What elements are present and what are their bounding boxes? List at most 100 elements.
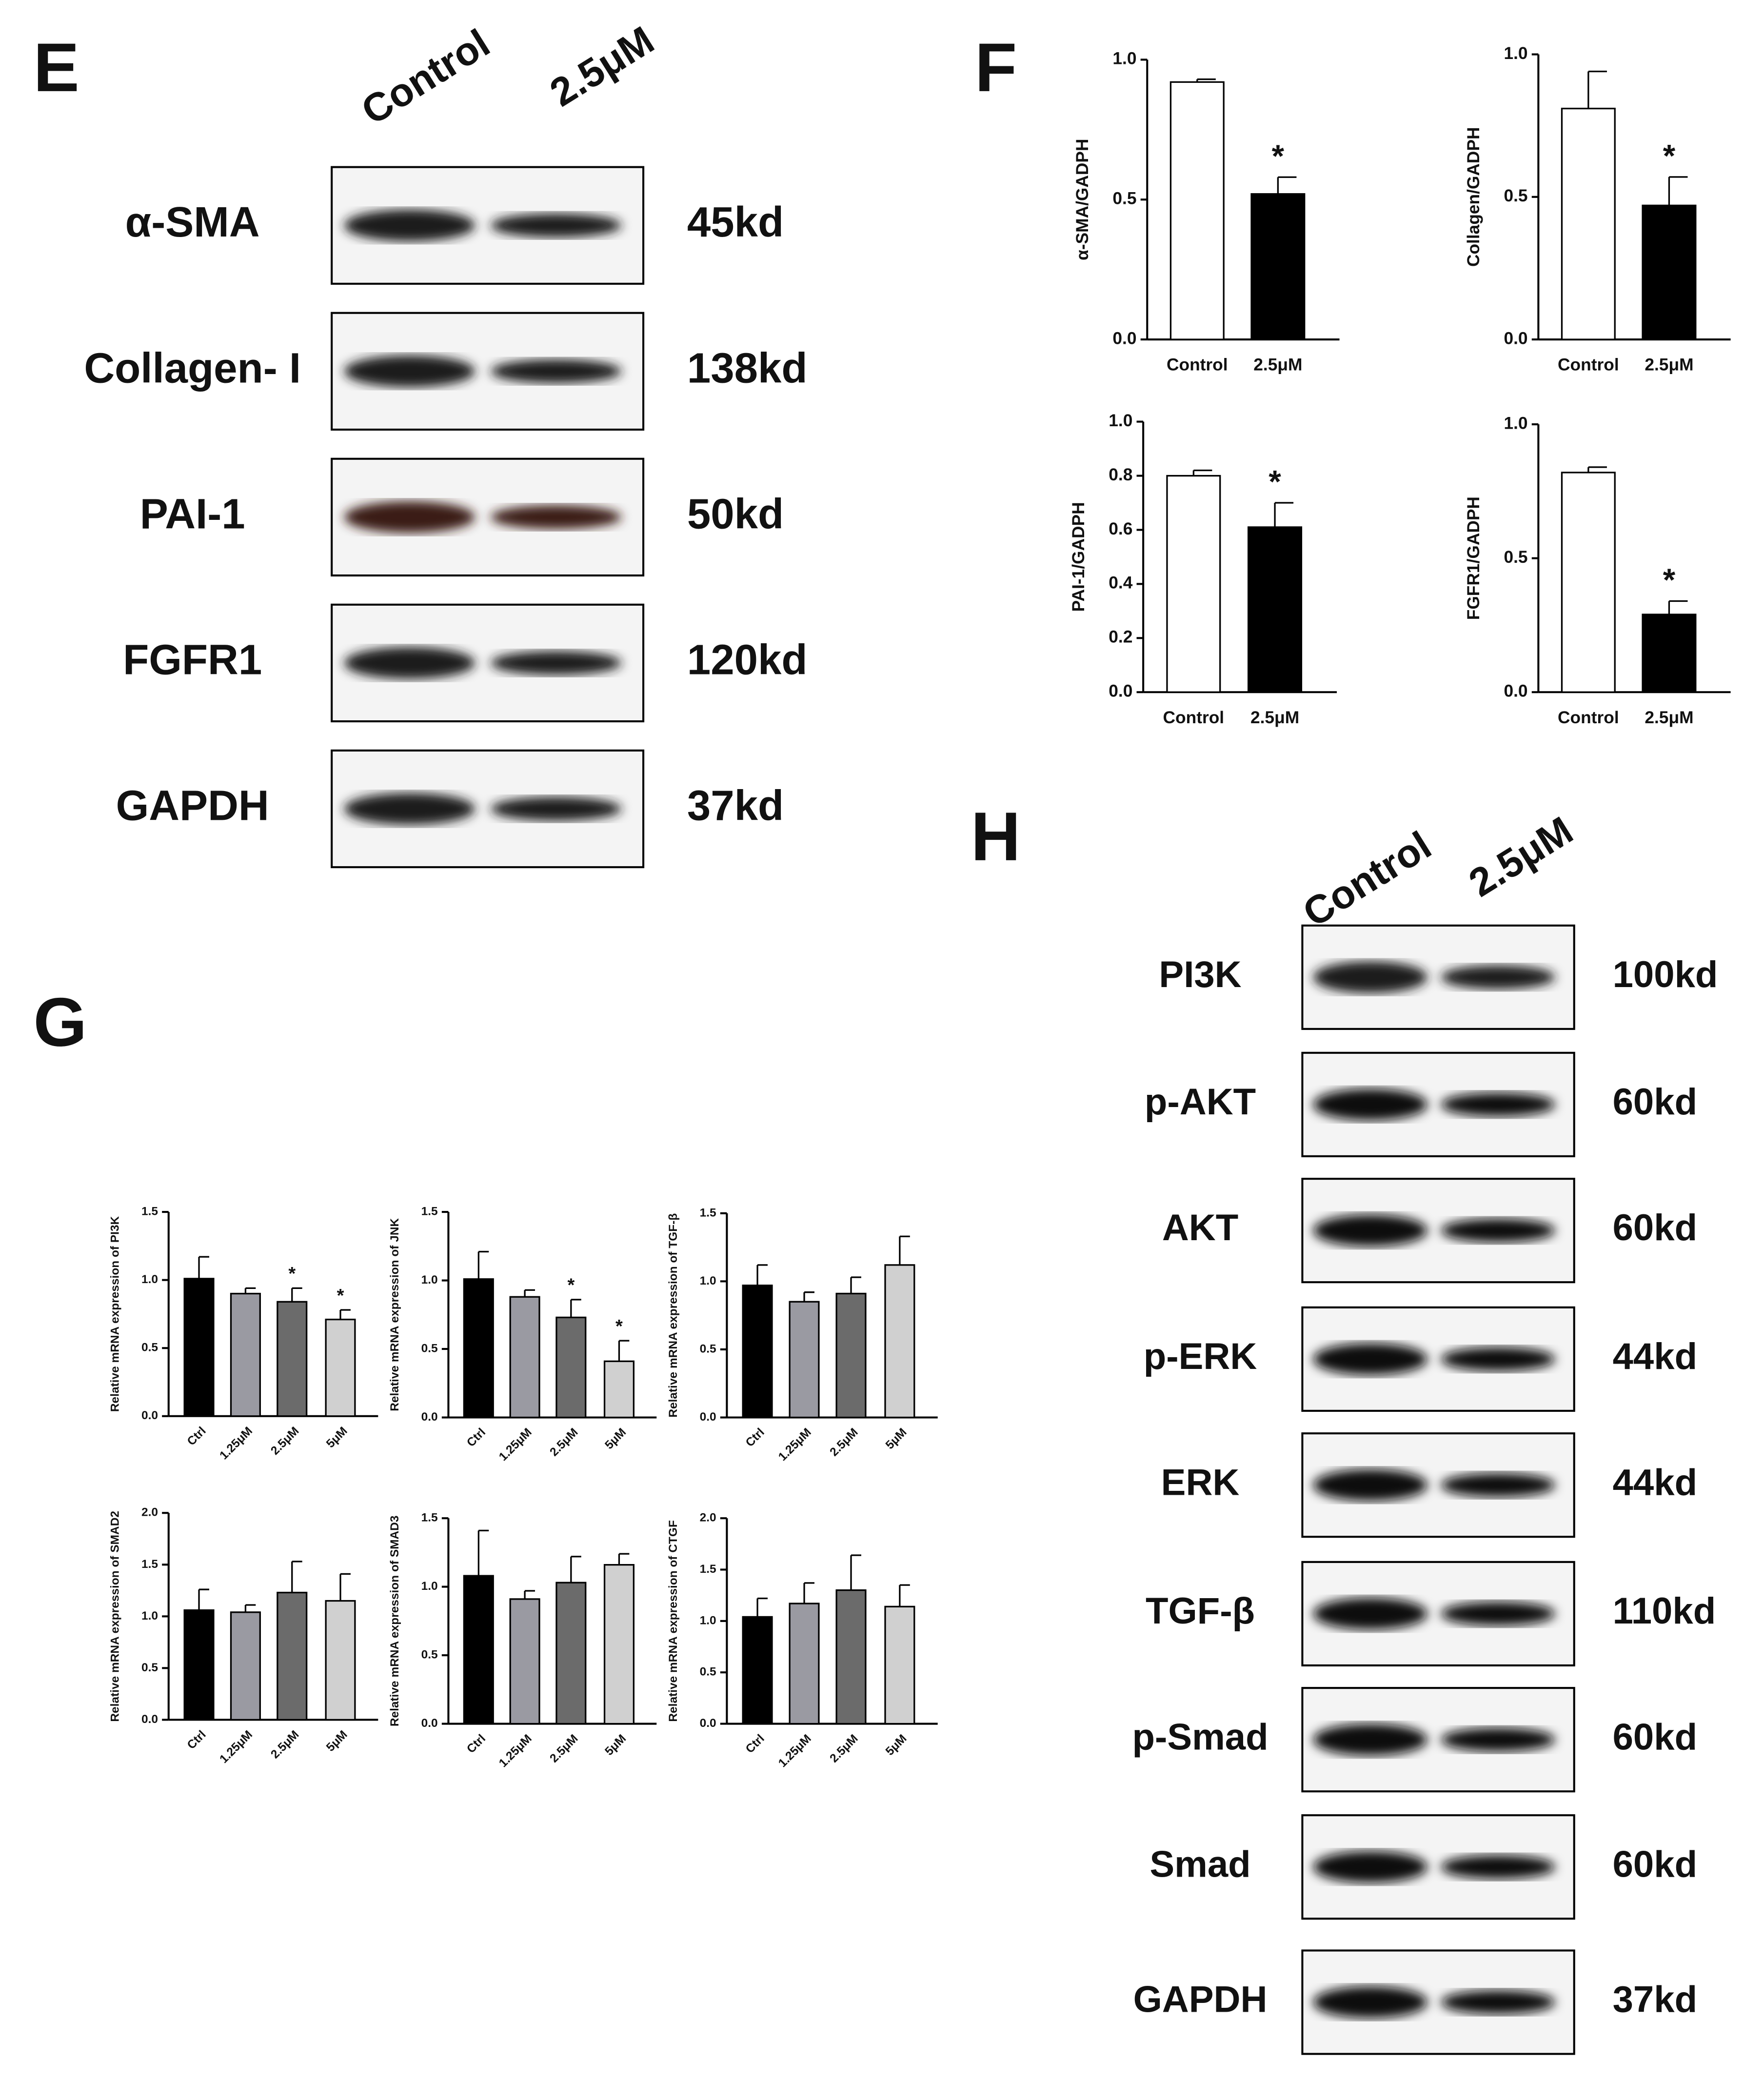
bar: [789, 1301, 820, 1419]
x-tick-label: 2.5μM: [1645, 356, 1693, 375]
y-tick-label: 0.5: [421, 1342, 438, 1355]
bar: [230, 1611, 261, 1721]
blot-band: [1441, 1092, 1555, 1117]
bar: [1248, 526, 1303, 693]
bar: [1166, 475, 1221, 693]
size-label: 37kd: [1613, 1979, 1697, 2020]
y-tick-label: 0.5: [700, 1665, 716, 1679]
blot-band: [1441, 1727, 1555, 1752]
y-tick-label: 0.5: [1112, 189, 1136, 208]
protein-label: ERK: [1161, 1462, 1240, 1503]
x-tick-label: 2.5μM: [547, 1426, 580, 1459]
size-label: 45kd: [687, 198, 784, 246]
bar: [463, 1575, 494, 1725]
x-tick-label: 5μM: [324, 1728, 350, 1754]
blot-band: [344, 355, 476, 387]
y-tick-label: 1.5: [700, 1563, 716, 1576]
lane-label: Control: [1295, 823, 1439, 936]
lane-label: Control: [354, 21, 497, 134]
y-tick-label: 0.5: [1504, 548, 1527, 567]
bar: [884, 1605, 915, 1725]
x-tick-label: 5μM: [602, 1732, 629, 1758]
blot-band: [1441, 1473, 1555, 1497]
size-label: 44kd: [1613, 1462, 1697, 1503]
blot-band: [1313, 1723, 1427, 1756]
bar: [183, 1278, 215, 1417]
bar: [835, 1589, 867, 1725]
x-tick-label: Control: [1558, 708, 1619, 727]
blot-band: [1313, 1089, 1427, 1121]
x-tick-label: Ctrl: [743, 1426, 767, 1449]
bar: [1561, 107, 1616, 340]
size-label: 60kd: [1613, 1081, 1697, 1123]
y-tick-label: 0.0: [1109, 682, 1132, 701]
size-label: 44kd: [1613, 1336, 1697, 1377]
y-axis-label: PAI-1/GADPH: [1069, 502, 1088, 612]
panel-letter: E: [33, 29, 79, 106]
y-tick-label: 0.0: [421, 1717, 438, 1730]
y-tick-label: 0.2: [1109, 628, 1132, 647]
x-tick-label: 1.25μM: [496, 1426, 535, 1464]
x-tick-label: Ctrl: [185, 1425, 209, 1448]
y-axis-label: Relative mRNA expression of PI3K: [108, 1216, 121, 1412]
y-tick-label: 0.5: [421, 1648, 438, 1662]
x-tick-label: Ctrl: [185, 1728, 209, 1752]
bar: [509, 1296, 540, 1419]
protein-label: FGFR1: [123, 636, 262, 683]
protein-label: Collagen- I: [84, 344, 301, 392]
blot-band: [491, 213, 622, 238]
blot-band: [1441, 1855, 1555, 1879]
blot-band: [344, 647, 476, 679]
bar: [884, 1264, 915, 1419]
blot-band: [1313, 1598, 1427, 1630]
y-tick-label: 0.5: [141, 1661, 158, 1674]
blot-band: [1441, 1602, 1555, 1626]
size-label: 50kd: [687, 490, 784, 537]
y-axis-label: Collagen/GADPH: [1464, 127, 1483, 267]
protein-label: GAPDH: [1133, 1979, 1268, 2020]
blot-band: [1441, 1218, 1555, 1243]
y-tick-label: 0.5: [141, 1341, 158, 1354]
x-tick-label: Control: [1163, 708, 1225, 727]
bar: [835, 1292, 867, 1419]
panel-letter: G: [33, 983, 87, 1060]
protein-label: p-Smad: [1132, 1716, 1268, 1758]
protein-label: AKT: [1162, 1207, 1238, 1248]
lane-label: 2.5μM: [1461, 808, 1580, 906]
bar: [603, 1360, 634, 1419]
y-tick-label: 1.0: [1112, 49, 1136, 68]
x-tick-label: 1.25μM: [496, 1732, 535, 1770]
blot-band: [491, 359, 622, 383]
blot-band: [1313, 1214, 1427, 1247]
significance-marker: *: [615, 1316, 623, 1337]
y-tick-label: 1.0: [421, 1580, 438, 1593]
bar: [463, 1278, 494, 1419]
blot-band: [344, 501, 476, 533]
y-tick-label: 1.0: [141, 1609, 158, 1623]
panel-letter: F: [975, 29, 1017, 106]
x-tick-label: 2.5μM: [1250, 708, 1299, 727]
bar: [1642, 204, 1697, 340]
blot-band: [491, 797, 622, 821]
y-tick-label: 2.0: [700, 1511, 716, 1525]
significance-marker: *: [337, 1286, 344, 1306]
protein-label: p-ERK: [1144, 1336, 1257, 1377]
x-tick-label: 5μM: [883, 1426, 910, 1452]
y-tick-label: 0.0: [1504, 682, 1527, 701]
y-tick-label: 0.8: [1109, 465, 1132, 484]
bar: [277, 1591, 308, 1721]
size-label: 60kd: [1613, 1716, 1697, 1758]
bar: [277, 1301, 308, 1417]
size-label: 37kd: [687, 782, 784, 830]
significance-marker: *: [1268, 464, 1281, 499]
y-axis-label: Relative mRNA expression of CTGF: [667, 1520, 680, 1722]
bar: [603, 1564, 634, 1725]
blot-band: [1313, 1469, 1427, 1501]
y-axis-label: Relative mRNA expression of JNK: [388, 1218, 401, 1411]
y-tick-label: 1.5: [421, 1205, 438, 1218]
blot-band: [1313, 1851, 1427, 1883]
panel-letter: H: [971, 798, 1021, 875]
bar: [789, 1603, 820, 1725]
protein-label: p-AKT: [1145, 1081, 1256, 1123]
y-tick-label: 1.5: [141, 1205, 158, 1218]
